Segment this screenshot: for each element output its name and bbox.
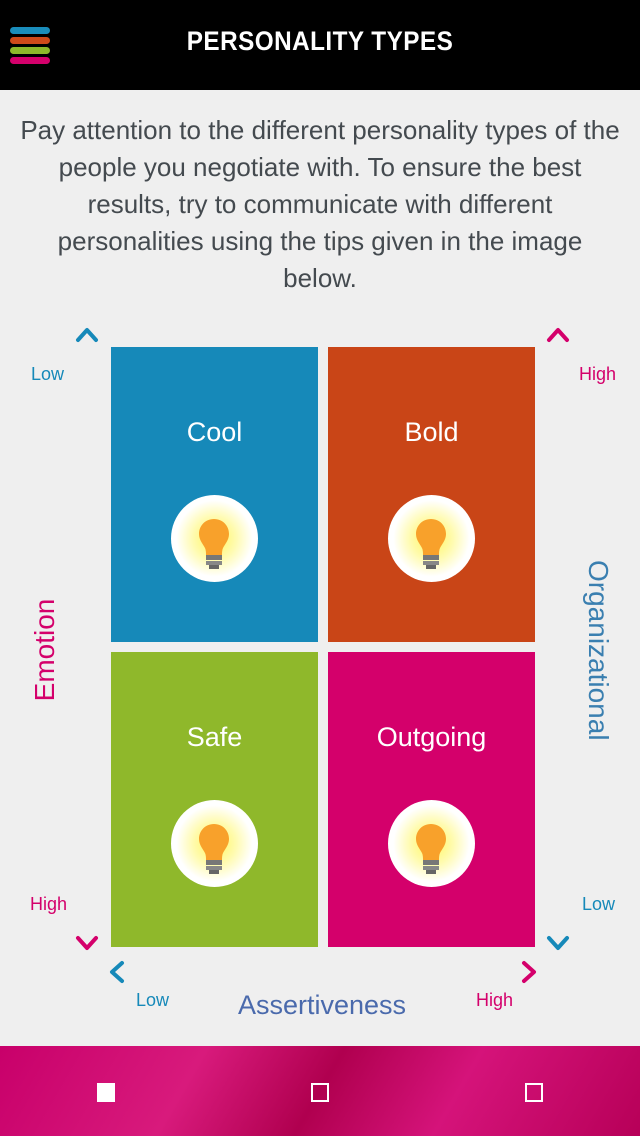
header-bar: PERSONALITY TYPES bbox=[0, 0, 640, 90]
quadrant-bold[interactable]: Bold bbox=[328, 347, 535, 642]
organizational-high-label: High bbox=[579, 364, 617, 384]
emotion-low-label: Low bbox=[31, 364, 65, 384]
page-indicator-2[interactable] bbox=[311, 1083, 329, 1102]
emotion-axis-label: Emotion bbox=[29, 598, 60, 702]
quadrant-label: Outgoing bbox=[376, 722, 487, 752]
quadrant-outgoing[interactable]: Outgoing bbox=[328, 652, 535, 947]
page-indicator-1-active[interactable] bbox=[97, 1083, 115, 1102]
organizational-low-label: Low bbox=[582, 894, 616, 914]
quadrant-safe[interactable]: Safe bbox=[111, 652, 318, 947]
lightbulb-icon[interactable] bbox=[388, 800, 475, 887]
assertiveness-high-label: High bbox=[476, 990, 514, 1010]
emotion-axis-arrow bbox=[76, 328, 98, 950]
page-title: PERSONALITY TYPES bbox=[186, 26, 454, 56]
quadrant-label: Safe bbox=[186, 722, 243, 752]
assertiveness-low-label: Low bbox=[136, 990, 170, 1010]
quadrant-label: Cool bbox=[186, 417, 243, 447]
emotion-high-label: High bbox=[30, 894, 68, 914]
lightbulb-icon[interactable] bbox=[388, 495, 475, 582]
quadrant-cool[interactable]: Cool bbox=[111, 347, 318, 642]
lightbulb-icon[interactable] bbox=[171, 800, 258, 887]
assertiveness-axis-label: Assertiveness bbox=[237, 990, 407, 1020]
hamburger-menu-icon[interactable] bbox=[10, 27, 50, 65]
assertiveness-axis-arrow bbox=[110, 961, 536, 983]
page-indicator-3[interactable] bbox=[525, 1083, 543, 1102]
organizational-axis-label: Organizational bbox=[583, 560, 614, 741]
intro-text: Pay attention to the different personali… bbox=[20, 115, 620, 293]
lightbulb-icon[interactable] bbox=[171, 495, 258, 582]
organizational-axis-arrow bbox=[547, 328, 569, 950]
quadrant-label: Bold bbox=[404, 417, 459, 447]
